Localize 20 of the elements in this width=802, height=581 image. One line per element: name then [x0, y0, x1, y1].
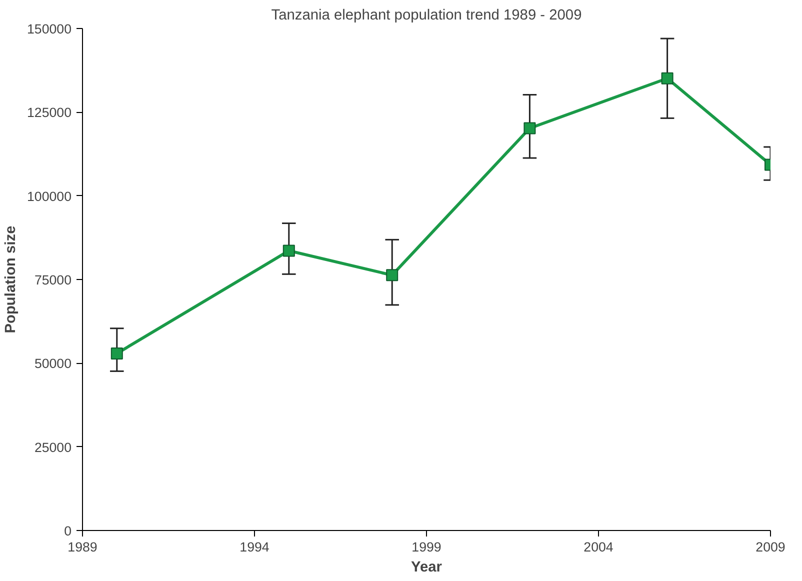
x-tick-label: 2009	[756, 540, 786, 554]
x-tick-label: 1989	[68, 540, 98, 554]
y-tick-label: 50000	[34, 356, 72, 372]
x-axis-title: Year	[411, 560, 442, 576]
y-tick-label: 150000	[27, 22, 72, 36]
x-tick-label: 1994	[240, 540, 270, 554]
x-tick-label: 1999	[412, 540, 442, 554]
y-tick-label: 25000	[34, 440, 72, 455]
point	[661, 72, 674, 84]
point	[386, 269, 398, 282]
x-tick-label: 2004	[584, 540, 614, 554]
point	[282, 244, 295, 257]
point	[110, 347, 123, 360]
y-tick-label: 125000	[27, 105, 72, 120]
y-axis-title: Population size	[3, 226, 20, 334]
y-tick-label: 100000	[27, 188, 72, 204]
chart-title: Tanzania elephant population trend 1989 - 2009	[271, 8, 582, 24]
point	[524, 122, 536, 134]
y-tick-label: 0	[64, 524, 72, 538]
y-tick-label: 75000	[34, 272, 72, 288]
